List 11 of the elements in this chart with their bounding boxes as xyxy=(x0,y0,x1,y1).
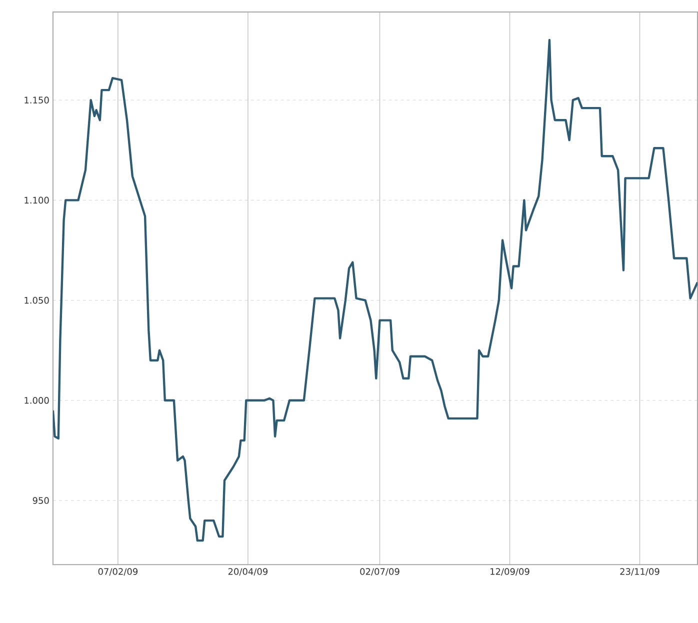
x-tick-label: 02/07/09 xyxy=(360,568,400,576)
x-tick-label: 07/02/09 xyxy=(98,568,138,576)
y-tick-label: 950 xyxy=(32,497,49,504)
x-tick-label: 12/09/09 xyxy=(490,568,530,576)
y-tick-label: 1.050 xyxy=(24,297,49,304)
x-tick-label: 23/11/09 xyxy=(620,568,660,576)
y-tick-label: 1.000 xyxy=(24,397,49,404)
y-tick-label: 1.150 xyxy=(24,96,49,104)
y-tick-label: 1.100 xyxy=(24,197,49,204)
line-series xyxy=(52,39,698,542)
x-tick-label: 20/04/09 xyxy=(228,568,268,576)
